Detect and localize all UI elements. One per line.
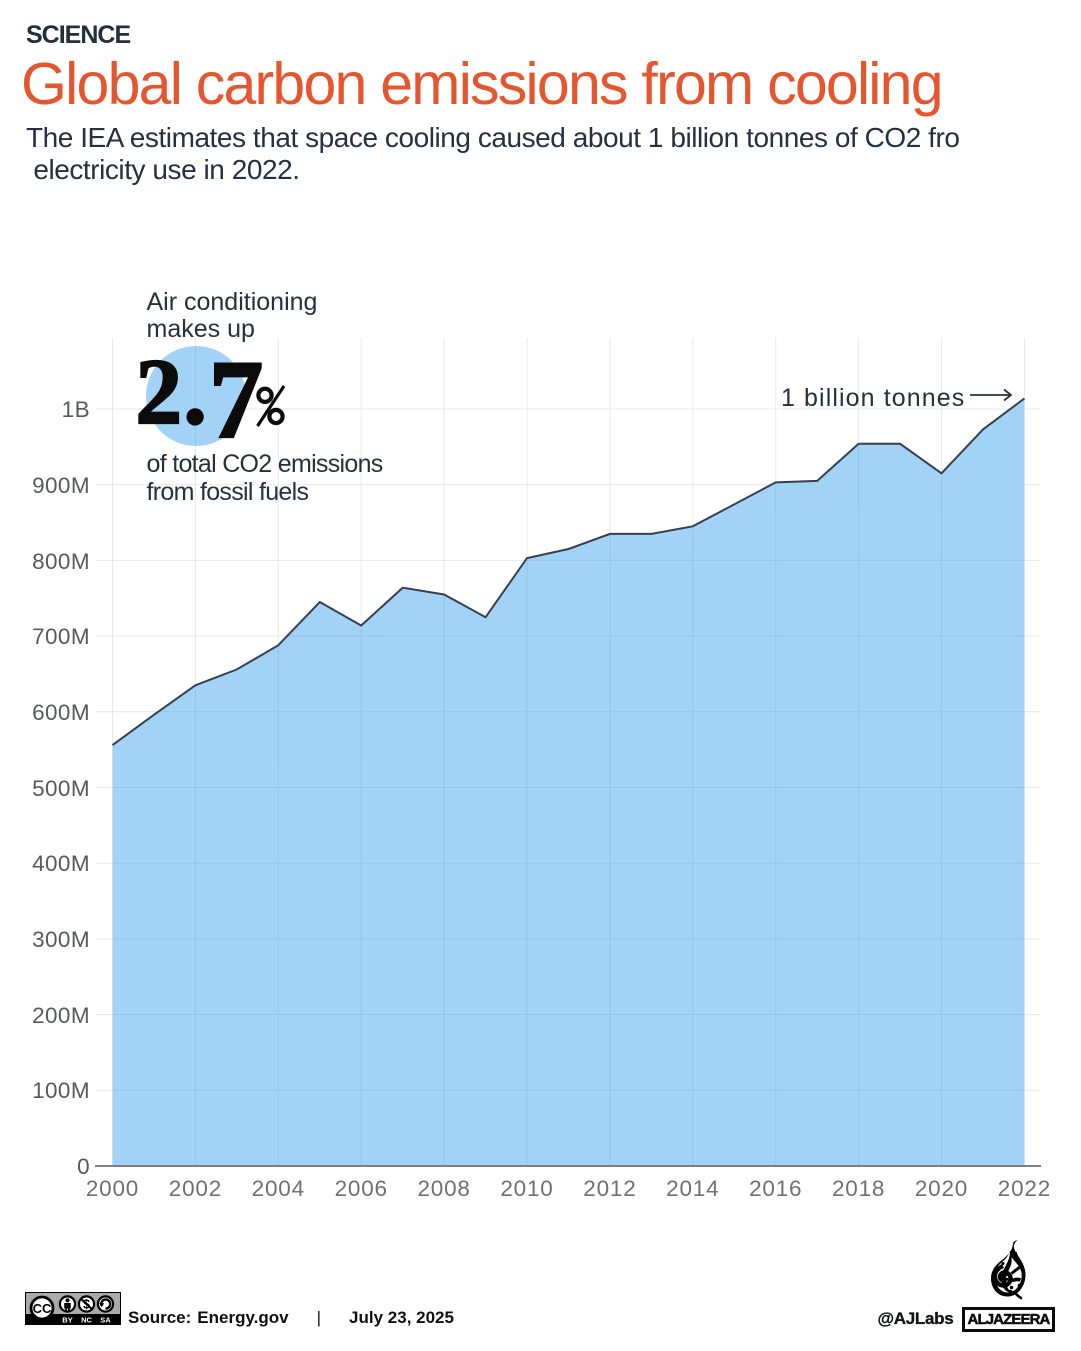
svg-text:0: 0: [77, 1154, 90, 1179]
svg-text:400M: 400M: [32, 851, 90, 876]
svg-text:300M: 300M: [32, 927, 90, 952]
svg-text:2018: 2018: [832, 1176, 885, 1201]
svg-text:900M: 900M: [32, 473, 90, 498]
svg-text:100M: 100M: [32, 1078, 90, 1103]
svg-text:2010: 2010: [500, 1176, 553, 1201]
svg-text:2006: 2006: [335, 1176, 388, 1201]
svg-text:1B: 1B: [62, 397, 90, 422]
svg-text:NC: NC: [81, 1316, 92, 1325]
svg-text:2002: 2002: [169, 1176, 222, 1201]
svg-text:2020: 2020: [915, 1176, 968, 1201]
svg-text:2004: 2004: [252, 1176, 305, 1201]
svg-text:200M: 200M: [32, 1003, 90, 1028]
svg-text:700M: 700M: [32, 624, 90, 649]
svg-text:2000: 2000: [86, 1176, 139, 1201]
svg-text:BY: BY: [62, 1316, 72, 1325]
svg-text:500M: 500M: [32, 776, 90, 801]
svg-text:800M: 800M: [32, 549, 90, 574]
svg-text:2008: 2008: [417, 1176, 470, 1201]
svg-text:600M: 600M: [32, 700, 90, 725]
svg-text:2016: 2016: [749, 1176, 802, 1201]
svg-text:CC: CC: [33, 1301, 52, 1316]
svg-text:SA: SA: [100, 1316, 111, 1325]
svg-text:2012: 2012: [583, 1176, 636, 1201]
svg-text:2014: 2014: [666, 1176, 719, 1201]
svg-text:2022: 2022: [998, 1176, 1051, 1201]
